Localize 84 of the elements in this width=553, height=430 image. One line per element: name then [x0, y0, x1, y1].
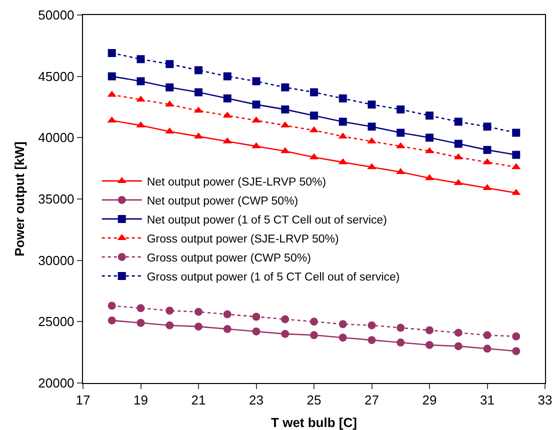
point [281, 83, 290, 92]
point [512, 347, 520, 356]
point [338, 94, 347, 102]
point [252, 100, 260, 109]
x-axis-title: T wet bulb [C] [271, 415, 357, 430]
point [281, 315, 290, 324]
point [108, 302, 116, 310]
point [194, 322, 202, 331]
point [136, 304, 145, 312]
point [454, 342, 462, 350]
point [454, 140, 462, 148]
point [194, 88, 202, 96]
x-tick-label: 19 [134, 392, 148, 408]
point [166, 306, 174, 315]
point [223, 94, 232, 102]
point [368, 321, 376, 330]
legend-label: Net output power (CWP 50%) [146, 195, 298, 208]
point [426, 112, 434, 120]
point [483, 122, 492, 131]
y-tick-label: 40000 [38, 130, 74, 146]
point [108, 316, 116, 324]
x-tick-label: 21 [191, 392, 206, 408]
x-tick-label: 17 [76, 392, 90, 408]
y-axis-title: Power output [kW] [12, 142, 28, 256]
x-tick-label: 23 [249, 392, 264, 408]
point [338, 118, 347, 126]
x-tick-label: 29 [422, 392, 437, 408]
x-tick-label: 25 [306, 392, 322, 408]
point [512, 150, 520, 159]
point [483, 344, 492, 353]
legend-label: Gross output power (CWP 50%) [146, 252, 312, 264]
point [310, 112, 318, 120]
point [223, 325, 232, 334]
point [338, 320, 347, 328]
point [426, 134, 434, 142]
y-tick-label: 25000 [38, 314, 74, 330]
y-tick-label: 35000 [38, 192, 74, 207]
y-tick-label: 45000 [38, 68, 74, 84]
point [368, 100, 376, 109]
point [426, 340, 434, 349]
legend-label: Net output power (1 of 5 CT Cell out of service) [146, 214, 388, 226]
y-tick-label: 30000 [38, 252, 74, 268]
point [194, 66, 202, 74]
point [252, 312, 260, 321]
legend-label: Net output power (SJE-LRVP 50%) [146, 176, 326, 188]
point [426, 326, 434, 334]
x-tick-label: 33 [538, 392, 552, 408]
point [454, 118, 462, 126]
point [396, 338, 405, 347]
x-tick-label: 31 [480, 392, 494, 408]
point [281, 105, 290, 114]
point [108, 72, 116, 80]
point [223, 72, 232, 80]
point [136, 55, 145, 64]
point [396, 105, 405, 114]
point [194, 308, 202, 316]
point [310, 88, 318, 96]
point [512, 128, 520, 137]
point [166, 321, 174, 330]
point [252, 327, 260, 336]
point [136, 77, 145, 86]
point [454, 328, 462, 337]
point [368, 122, 376, 131]
point [338, 334, 347, 342]
point [483, 146, 492, 154]
y-tick-label: 20000 [38, 376, 74, 391]
point [512, 332, 520, 340]
point [483, 331, 492, 340]
point [108, 49, 116, 58]
point [281, 330, 290, 338]
point [166, 83, 174, 92]
x-tick-label: 27 [364, 392, 379, 408]
point [166, 60, 174, 68]
point [310, 331, 318, 340]
point [396, 128, 405, 137]
y-tick-label: 50000 [38, 8, 74, 23]
point [368, 336, 376, 344]
legend-label: Gross output power (1 of 5 CT Cell out of service) [146, 271, 400, 284]
legend-label: Gross output power (SJE-LRVP 50%) [146, 233, 339, 246]
point [310, 318, 318, 326]
point [223, 310, 232, 318]
point [396, 324, 405, 332]
point [252, 77, 260, 86]
point [136, 318, 145, 327]
